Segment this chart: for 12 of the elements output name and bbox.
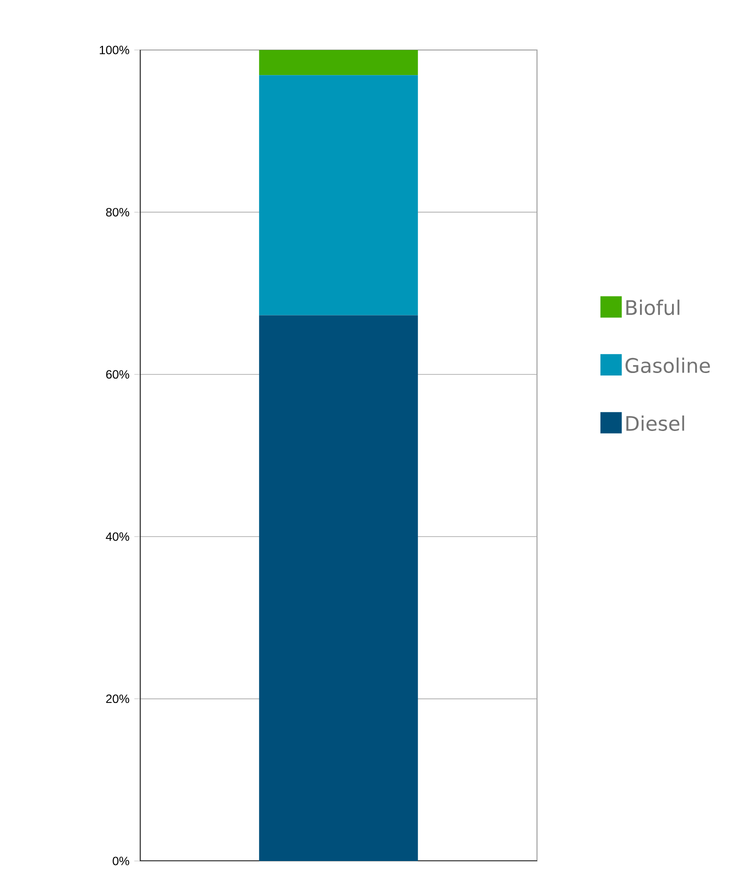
y-tick-label: 60% (106, 370, 130, 379)
y-tick-label: 100% (100, 46, 130, 54)
bar (259, 50, 418, 76)
legend-label: Gasoline (626, 358, 710, 374)
bar (259, 75, 418, 316)
bar (259, 315, 418, 861)
y-tick-label: 40% (106, 532, 130, 541)
legend-label: Bioful (626, 300, 680, 316)
y-tick-label: 20% (106, 694, 130, 704)
y-tick-label: 0% (112, 856, 130, 866)
y-tick-label: 80% (106, 208, 130, 216)
legend-label: Diesel (626, 416, 684, 431)
